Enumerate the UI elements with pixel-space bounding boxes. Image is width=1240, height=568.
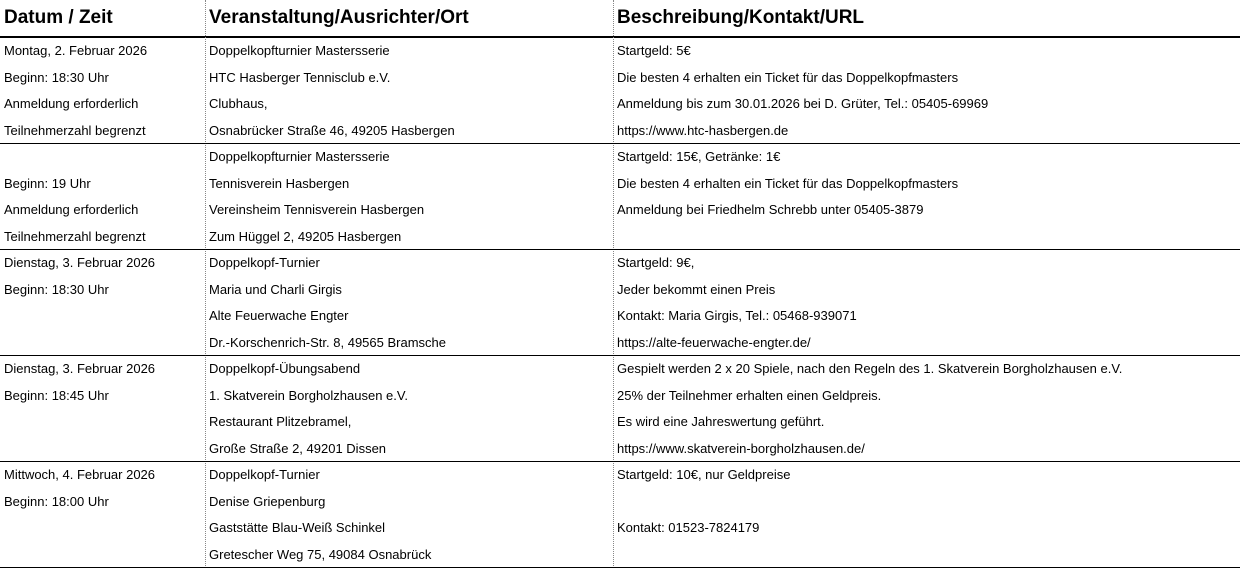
cell-line: Es wird eine Jahreswertung geführt. — [617, 414, 825, 429]
cell-line: HTC Hasberger Tennisclub e.V. — [209, 69, 391, 85]
cell-line: Dienstag, 3. Februar 2026 — [4, 255, 156, 270]
cell-line: Die besten 4 erhalten ein Ticket für das… — [617, 69, 959, 85]
cell-line: 1. Skatverein Borgholzhausen e.V. — [209, 387, 408, 403]
cell-line: Teilnehmerzahl begrenzt — [4, 122, 146, 138]
cell-line: Kontakt: 01523-7824179 — [617, 520, 760, 535]
cell-line: Jeder bekommt einen Preis — [617, 281, 776, 297]
cell-line: Clubhaus, — [209, 96, 268, 111]
cell-line: Osnabrücker Straße 46, 49205 Hasbergen — [209, 122, 455, 138]
cell-line: https://www.htc-hasbergen.de — [617, 122, 789, 138]
cell-line: Beginn: 18:30 Uhr — [4, 69, 109, 85]
cell-line: Alte Feuerwache Engter — [209, 308, 349, 323]
cell-line: Anmeldung erforderlich — [4, 96, 139, 111]
cell-line: Startgeld: 15€, Getränke: 1€ — [617, 149, 781, 164]
column-header: Veranstaltung/Ausrichter/Ort — [209, 7, 469, 28]
row-rule — [0, 143, 1240, 144]
cell-line: Große Straße 2, 49201 Dissen — [209, 440, 387, 456]
cell-line: Startgeld: 10€, nur Geldpreise — [617, 467, 791, 482]
cell-line: Tennisverein Hasbergen — [209, 175, 350, 191]
cell-line: Doppelkopfturnier Mastersserie — [209, 43, 390, 58]
cell-line: Startgeld: 9€, — [617, 255, 695, 270]
cell-line: Beginn: 18:45 Uhr — [4, 387, 109, 403]
cell-line: Vereinsheim Tennisverein Hasbergen — [209, 202, 425, 217]
cell-line: Doppelkopf-Turnier — [209, 467, 320, 482]
cell-line: Dienstag, 3. Februar 2026 — [4, 361, 156, 376]
cell-line: Die besten 4 erhalten ein Ticket für das… — [617, 175, 959, 191]
cell-line: Montag, 2. Februar 2026 — [4, 43, 148, 58]
cell-line: Doppelkopfturnier Mastersserie — [209, 149, 390, 164]
cell-line: Zum Hüggel 2, 49205 Hasbergen — [209, 228, 402, 244]
cell-line: Mittwoch, 4. Februar 2026 — [4, 467, 156, 482]
cell-line: https://alte-feuerwache-engter.de/ — [617, 334, 811, 350]
cell-line: Teilnehmerzahl begrenzt — [4, 228, 146, 244]
cell-line: Startgeld: 5€ — [617, 43, 691, 58]
row-rule — [0, 461, 1240, 462]
cell-line: Doppelkopf-Übungsabend — [209, 361, 361, 376]
cell-line: Gespielt werden 2 x 20 Spiele, nach den … — [617, 361, 1123, 376]
cell-line: Restaurant Plitzebramel, — [209, 414, 352, 429]
cell-line: Beginn: 18:00 Uhr — [4, 493, 109, 509]
header-rule — [0, 36, 1240, 38]
cell-line: Gretescher Weg 75, 49084 Osnabrück — [209, 546, 432, 562]
cell-line: Denise Griepenburg — [209, 493, 326, 509]
column-header: Datum / Zeit — [4, 7, 113, 28]
cell-line: Maria und Charli Girgis — [209, 281, 342, 297]
column-header: Beschreibung/Kontakt/URL — [617, 7, 865, 28]
cell-line: Gaststätte Blau-Weiß Schinkel — [209, 520, 386, 535]
cell-line: 25% der Teilnehmer erhalten einen Geldpr… — [617, 387, 882, 403]
cell-line: https://www.skatverein-borgholzhausen.de… — [617, 440, 865, 456]
column-divider — [205, 0, 206, 568]
cell-line: Dr.-Korschenrich-Str. 8, 49565 Bramsche — [209, 334, 446, 350]
row-rule — [0, 249, 1240, 250]
cell-line: Doppelkopf-Turnier — [209, 255, 320, 270]
cell-line: Anmeldung bis zum 30.01.2026 bei D. Grüt… — [617, 96, 989, 111]
cell-line: Anmeldung erforderlich — [4, 202, 139, 217]
column-divider — [613, 0, 614, 568]
cell-line: Anmeldung bei Friedhelm Schrebb unter 05… — [617, 202, 924, 217]
cell-line: Kontakt: Maria Girgis, Tel.: 05468-93907… — [617, 308, 857, 323]
row-rule — [0, 355, 1240, 356]
cell-line: Beginn: 19 Uhr — [4, 175, 91, 191]
cell-line: Beginn: 18:30 Uhr — [4, 281, 109, 297]
